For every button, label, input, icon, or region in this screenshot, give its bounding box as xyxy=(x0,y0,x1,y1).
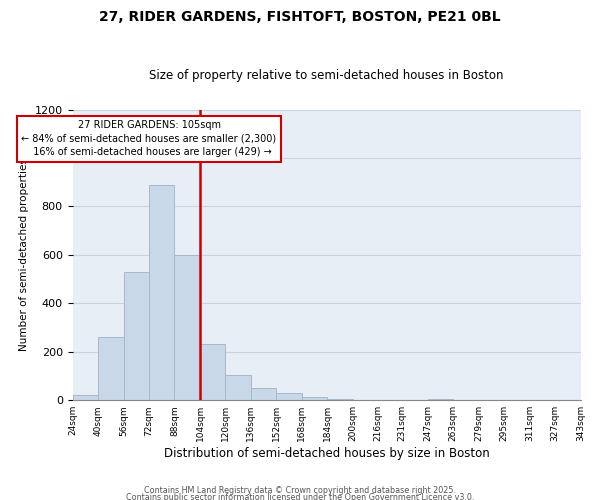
Y-axis label: Number of semi-detached properties: Number of semi-detached properties xyxy=(19,158,29,352)
Text: Contains HM Land Registry data © Crown copyright and database right 2025.: Contains HM Land Registry data © Crown c… xyxy=(144,486,456,495)
Bar xyxy=(328,399,353,400)
X-axis label: Distribution of semi-detached houses by size in Boston: Distribution of semi-detached houses by … xyxy=(164,447,490,460)
Bar xyxy=(98,337,124,400)
Bar xyxy=(175,255,200,400)
Bar xyxy=(149,184,175,400)
Bar xyxy=(302,396,328,400)
Title: Size of property relative to semi-detached houses in Boston: Size of property relative to semi-detach… xyxy=(149,69,504,82)
Bar xyxy=(200,344,226,400)
Text: Contains public sector information licensed under the Open Government Licence v3: Contains public sector information licen… xyxy=(126,494,474,500)
Bar xyxy=(428,399,453,400)
Bar xyxy=(251,388,277,400)
Bar xyxy=(277,393,302,400)
Text: 27, RIDER GARDENS, FISHTOFT, BOSTON, PE21 0BL: 27, RIDER GARDENS, FISHTOFT, BOSTON, PE2… xyxy=(99,10,501,24)
Bar xyxy=(73,396,98,400)
Text: 27 RIDER GARDENS: 105sqm
← 84% of semi-detached houses are smaller (2,300)
  16%: 27 RIDER GARDENS: 105sqm ← 84% of semi-d… xyxy=(22,120,277,157)
Bar xyxy=(226,375,251,400)
Bar xyxy=(124,272,149,400)
